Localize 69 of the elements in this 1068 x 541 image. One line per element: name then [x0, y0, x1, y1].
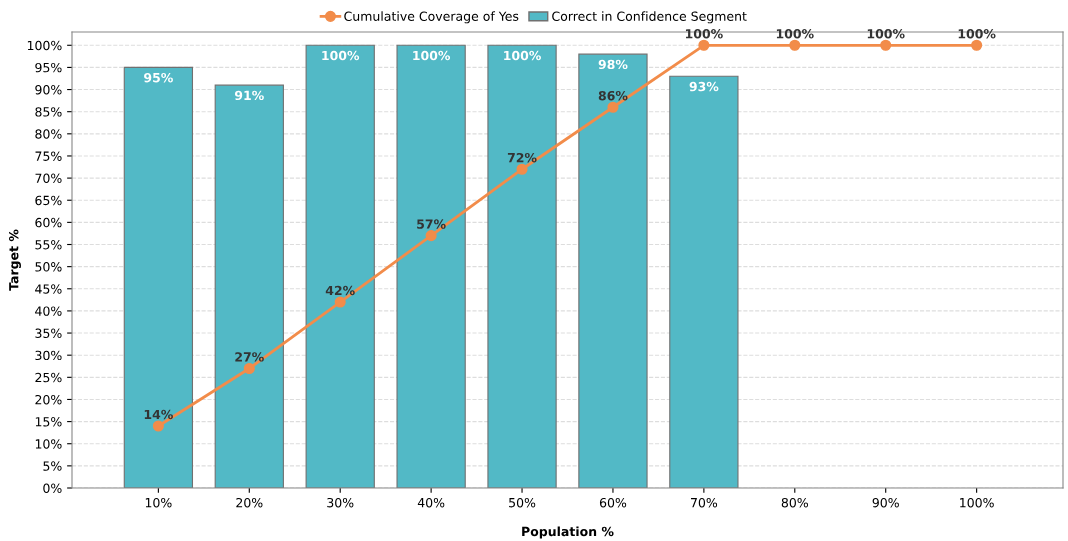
- data-label: 100%: [322, 50, 360, 61]
- y-tick-label: 90%: [35, 85, 62, 95]
- legend-label: Correct in Confidence Segment: [552, 11, 747, 24]
- point: [607, 101, 619, 113]
- bar: [669, 75, 739, 488]
- data-label: 100%: [413, 50, 451, 61]
- point: [334, 296, 346, 308]
- data-label: 100%: [685, 28, 723, 39]
- data-label: 91%: [234, 90, 264, 101]
- data-label: 100%: [504, 50, 541, 61]
- bar: [214, 84, 284, 488]
- y-tick-label: 20%: [35, 394, 62, 405]
- x-axis-title: Population %: [522, 526, 614, 539]
- y-tick-label: 55%: [35, 239, 62, 250]
- x-tick-label: 90%: [872, 497, 899, 508]
- y-tick-label: 35%: [35, 328, 62, 338]
- y-tick-label: 50%: [35, 262, 62, 272]
- y-tick-label: 95%: [35, 62, 62, 73]
- data-label: 98%: [598, 59, 628, 70]
- y-tick-label: 5%: [43, 461, 62, 471]
- y-tick-label: 100%: [27, 40, 62, 51]
- y-tick-label: 45%: [35, 284, 62, 294]
- bar: [578, 53, 648, 488]
- data-label: 14%: [144, 409, 173, 420]
- y-tick-label: 40%: [35, 306, 62, 316]
- point: [152, 420, 164, 432]
- point: [789, 39, 801, 51]
- bar: [123, 66, 194, 488]
- point: [425, 230, 437, 242]
- x-tick-label: 50%: [509, 497, 536, 508]
- x-tick-label: 20%: [236, 497, 263, 508]
- y-tick-label: 65%: [35, 195, 62, 206]
- x-tick-label: 30%: [327, 497, 354, 508]
- y-tick-label: 30%: [35, 350, 62, 361]
- data-label: 95%: [144, 72, 173, 83]
- data-label: 86%: [598, 90, 628, 101]
- y-tick-label: 60%: [35, 217, 62, 228]
- data-label: 100%: [958, 28, 996, 39]
- x-tick-label: 80%: [781, 497, 808, 508]
- data-label: 100%: [776, 28, 814, 39]
- x-tick-label: 70%: [691, 497, 718, 508]
- point: [880, 39, 892, 51]
- point: [698, 39, 710, 51]
- data-label: 27%: [235, 352, 264, 362]
- y-tick-label: 80%: [35, 129, 62, 139]
- bar: [305, 44, 375, 488]
- y-tick-label: 75%: [35, 151, 62, 161]
- x-tick-label: 10%: [145, 497, 172, 508]
- y-tick-label: 15%: [35, 417, 62, 427]
- y-tick-label: 0%: [43, 483, 62, 493]
- point: [971, 39, 983, 51]
- data-label: 42%: [325, 285, 355, 296]
- x-tick-label: 40%: [417, 497, 445, 508]
- point: [243, 362, 255, 375]
- point: [516, 163, 528, 175]
- data-label: 93%: [689, 81, 719, 92]
- y-tick-label: 70%: [35, 173, 62, 184]
- x-tick-label: 60%: [599, 497, 627, 508]
- x-tick-label: 100%: [960, 497, 994, 508]
- y-tick-label: 85%: [35, 107, 62, 117]
- data-label: 100%: [867, 28, 905, 39]
- legend-label: Cumulative Coverage of Yes: [344, 11, 519, 24]
- bar: [487, 44, 557, 488]
- y-axis-title: Target %: [9, 229, 21, 291]
- bar: [396, 44, 466, 488]
- data-label: 57%: [417, 219, 446, 229]
- y-tick-label: 25%: [35, 372, 62, 383]
- y-tick-label: 10%: [35, 439, 62, 449]
- data-label: 72%: [507, 152, 537, 163]
